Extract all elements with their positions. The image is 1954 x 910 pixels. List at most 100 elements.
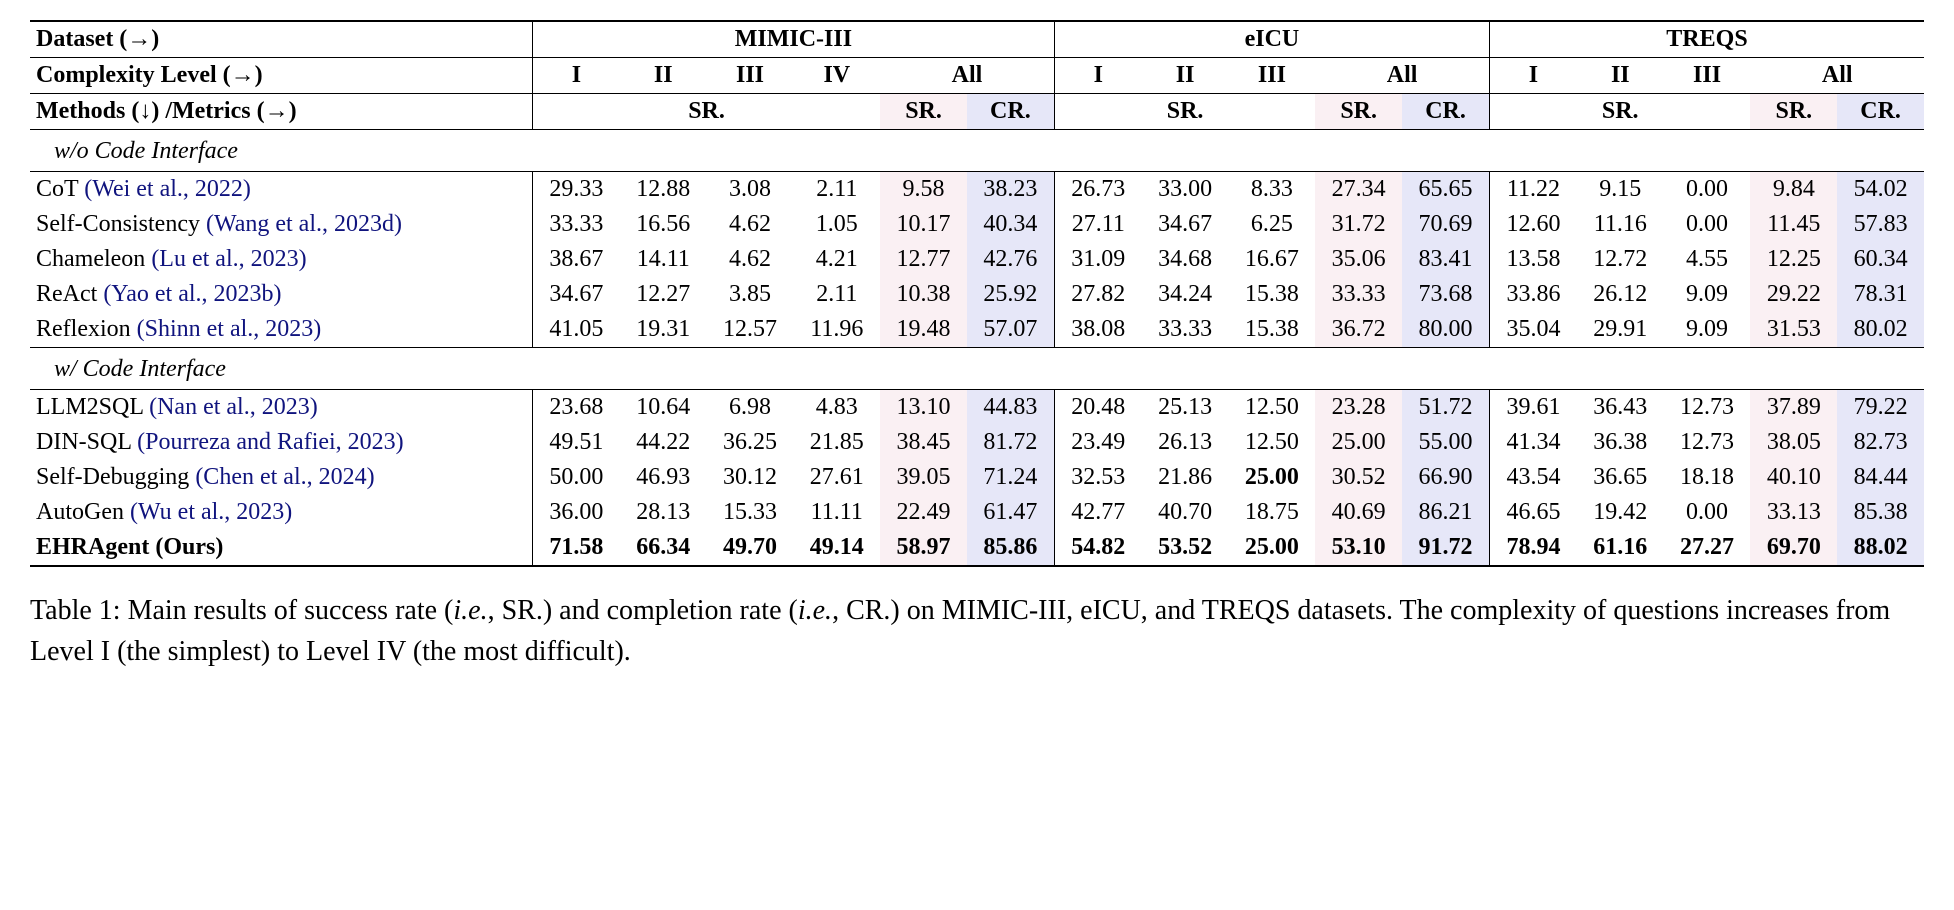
caption-prefix: Table 1: Main results of success rate ( bbox=[30, 595, 453, 626]
value-cell: 43.54 bbox=[1489, 460, 1576, 495]
method-name: ReAct bbox=[36, 281, 103, 307]
method-name-cell: LLM2SQL (Nan et al., 2023) bbox=[30, 390, 532, 426]
value-cell: 71.24 bbox=[967, 460, 1054, 495]
value-cell: 33.33 bbox=[1142, 312, 1229, 348]
citation: (Lu et al., 2023) bbox=[151, 246, 306, 272]
value: 58.97 bbox=[897, 534, 951, 560]
table-caption: Table 1: Main results of success rate (i… bbox=[30, 591, 1924, 672]
value-cell: 19.42 bbox=[1577, 495, 1664, 530]
value-cell: 84.44 bbox=[1837, 460, 1924, 495]
value: 85.86 bbox=[983, 534, 1037, 560]
value-cell: 25.92 bbox=[967, 277, 1054, 312]
section-with-code: w/ Code Interface bbox=[30, 348, 1924, 390]
value-cell: 22.49 bbox=[880, 495, 967, 530]
value-cell: 36.43 bbox=[1577, 390, 1664, 426]
value-cell: 41.05 bbox=[532, 312, 619, 348]
value-cell: 57.07 bbox=[967, 312, 1054, 348]
value-cell: 42.77 bbox=[1054, 495, 1141, 530]
value-cell: 12.72 bbox=[1577, 242, 1664, 277]
value-cell: 36.65 bbox=[1577, 460, 1664, 495]
value-cell: 10.38 bbox=[880, 277, 967, 312]
value-cell: 12.25 bbox=[1750, 242, 1837, 277]
mimic-all-cr-label: CR. bbox=[967, 94, 1054, 130]
value-cell: 12.50 bbox=[1229, 425, 1316, 460]
value-cell: 0.00 bbox=[1664, 207, 1751, 242]
value: 66.34 bbox=[636, 534, 690, 560]
value-cell: 80.00 bbox=[1402, 312, 1489, 348]
value: 27.27 bbox=[1680, 534, 1734, 560]
value-cell: 27.34 bbox=[1315, 172, 1402, 208]
value-cell: 49.70 bbox=[707, 530, 794, 565]
method-name-cell: ReAct (Yao et al., 2023b) bbox=[30, 277, 532, 312]
treqs-level-3: III bbox=[1664, 58, 1751, 94]
section-without-code: w/o Code Interface bbox=[30, 130, 1924, 172]
complexity-label: Complexity Level (→) bbox=[30, 58, 532, 94]
value-cell: 36.38 bbox=[1577, 425, 1664, 460]
value-cell: 83.41 bbox=[1402, 242, 1489, 277]
value-cell: 85.86 bbox=[967, 530, 1054, 565]
value-cell: 38.23 bbox=[967, 172, 1054, 208]
value-cell: 35.06 bbox=[1315, 242, 1402, 277]
value: 78.94 bbox=[1506, 534, 1560, 560]
caption-mid1: , SR.) and completion rate ( bbox=[488, 595, 798, 626]
value-cell: 12.88 bbox=[620, 172, 707, 208]
mimic-sr-label: SR. bbox=[532, 94, 880, 130]
value-cell: 30.52 bbox=[1315, 460, 1402, 495]
method-name: Chameleon bbox=[36, 246, 151, 272]
table-row: CoT (Wei et al., 2022)29.3312.883.082.11… bbox=[30, 172, 1924, 208]
value-cell: 49.51 bbox=[532, 425, 619, 460]
method-name: Self-Consistency bbox=[36, 211, 206, 237]
dataset-eicu: eICU bbox=[1054, 21, 1489, 58]
table-row: LLM2SQL (Nan et al., 2023)23.6810.646.98… bbox=[30, 390, 1924, 426]
value-cell: 46.93 bbox=[620, 460, 707, 495]
mimic-all-sr-label: SR. bbox=[880, 94, 967, 130]
value-cell: 1.05 bbox=[793, 207, 880, 242]
method-name-cell: AutoGen (Wu et al., 2023) bbox=[30, 495, 532, 530]
value-cell: 14.11 bbox=[620, 242, 707, 277]
value-cell: 40.10 bbox=[1750, 460, 1837, 495]
value-cell: 9.15 bbox=[1577, 172, 1664, 208]
value: 61.16 bbox=[1593, 534, 1647, 560]
value-cell: 79.22 bbox=[1837, 390, 1924, 426]
method-name-cell: Reflexion (Shinn et al., 2023) bbox=[30, 312, 532, 348]
value: 25.00 bbox=[1245, 534, 1299, 560]
citation: (Pourreza and Rafiei, 2023) bbox=[137, 429, 404, 455]
eicu-all-sr-label: SR. bbox=[1315, 94, 1402, 130]
value-cell: 55.00 bbox=[1402, 425, 1489, 460]
value-cell: 26.13 bbox=[1142, 425, 1229, 460]
value-cell: 31.72 bbox=[1315, 207, 1402, 242]
citation: (Wang et al., 2023d) bbox=[206, 211, 402, 237]
value-cell: 11.11 bbox=[793, 495, 880, 530]
value-cell: 44.83 bbox=[967, 390, 1054, 426]
value-cell: 31.53 bbox=[1750, 312, 1837, 348]
value-cell: 78.31 bbox=[1837, 277, 1924, 312]
value-cell: 25.00 bbox=[1315, 425, 1402, 460]
value-cell: 34.67 bbox=[1142, 207, 1229, 242]
value-cell: 27.11 bbox=[1054, 207, 1141, 242]
eicu-sr-label: SR. bbox=[1054, 94, 1315, 130]
value-cell: 16.67 bbox=[1229, 242, 1316, 277]
caption-ie1: i.e. bbox=[453, 595, 487, 626]
dataset-label: Dataset (→) bbox=[30, 21, 532, 58]
value-cell: 69.70 bbox=[1750, 530, 1837, 565]
value-cell: 35.04 bbox=[1489, 312, 1576, 348]
value-cell: 33.86 bbox=[1489, 277, 1576, 312]
value-cell: 0.00 bbox=[1664, 172, 1751, 208]
value: 49.14 bbox=[810, 534, 864, 560]
value-cell: 4.62 bbox=[707, 207, 794, 242]
value-cell: 38.45 bbox=[880, 425, 967, 460]
value-cell: 12.57 bbox=[707, 312, 794, 348]
value-cell: 6.25 bbox=[1229, 207, 1316, 242]
value-cell: 15.38 bbox=[1229, 277, 1316, 312]
value-cell: 9.09 bbox=[1664, 277, 1751, 312]
value-cell: 0.00 bbox=[1664, 495, 1751, 530]
value-cell: 12.60 bbox=[1489, 207, 1576, 242]
value-cell: 27.82 bbox=[1054, 277, 1141, 312]
value: 91.72 bbox=[1419, 534, 1473, 560]
value-cell: 26.73 bbox=[1054, 172, 1141, 208]
value-cell: 40.69 bbox=[1315, 495, 1402, 530]
value-cell: 19.31 bbox=[620, 312, 707, 348]
value-cell: 6.98 bbox=[707, 390, 794, 426]
eicu-all-cr-label: CR. bbox=[1402, 94, 1489, 130]
value-cell: 36.00 bbox=[532, 495, 619, 530]
